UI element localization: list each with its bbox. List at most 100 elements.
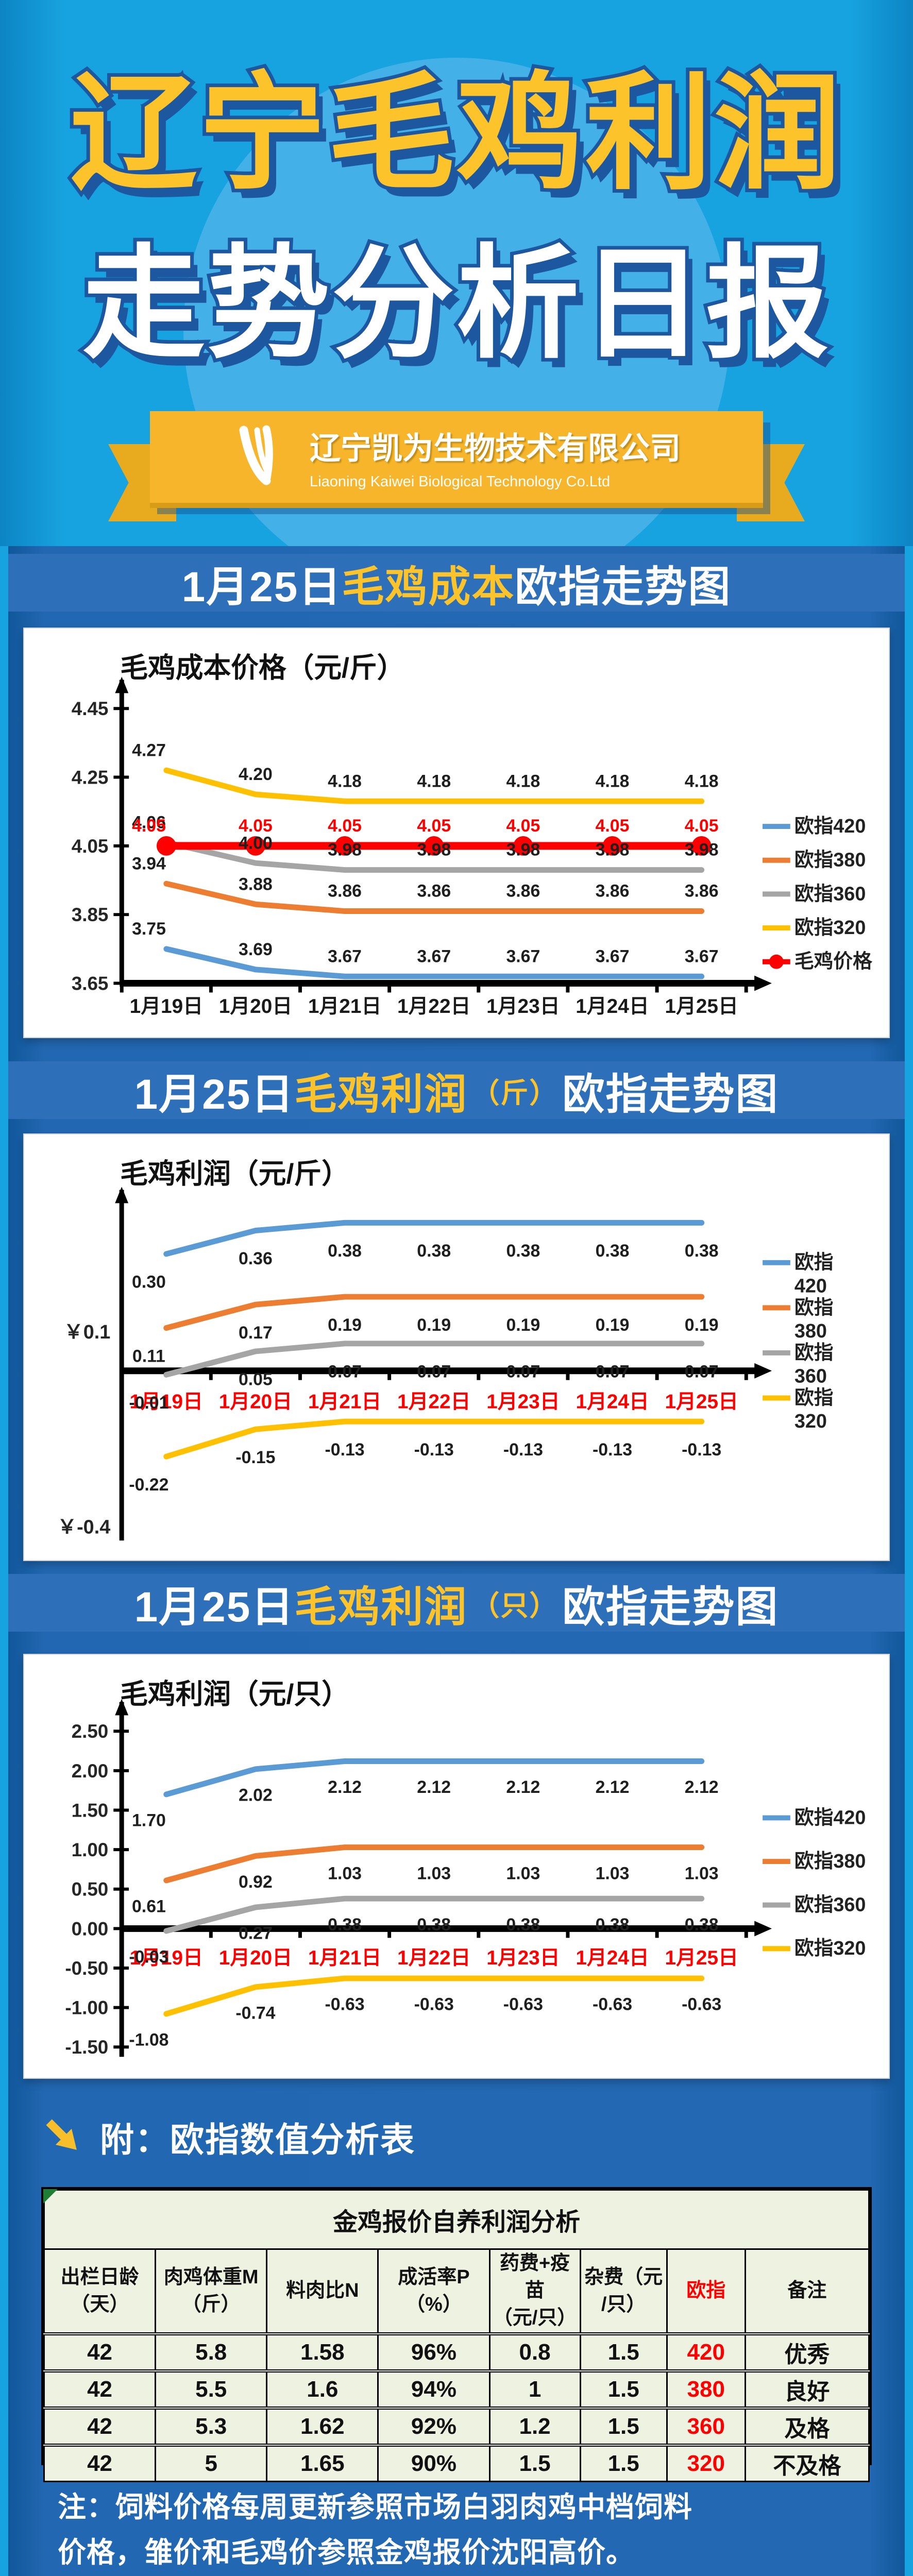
legend-label: 欧指320 [794,1938,866,1959]
section-highlight: 毛鸡利润 [294,1583,468,1631]
data-label: 2.12 [417,1777,451,1797]
column-header: 料肉比N [266,2248,379,2335]
x-date-label: 1月24日 [576,1391,649,1413]
profit-table-wrap: 金鸡报价自养利润分析 出栏日龄 （天） 肉鸡体重M （斤） 料肉比N 成活率P （%）药… [41,2187,872,2482]
data-label: 4.05 [239,816,273,836]
y-axis-arrow [115,1699,129,1716]
y-axis-arrow [115,1187,129,1204]
table-cell: 92% [377,2406,491,2446]
data-label: 1.03 [685,1863,719,1883]
x-date-label: 1月20日 [219,1391,292,1413]
x-date-label: 1月19日 [130,1391,203,1413]
y-tick-label: 2.50 [72,1721,109,1742]
section-suffix: 欧指走势图 [562,1583,779,1631]
note-line: 价格，雏价和毛鸡价参照金鸡报价沈阳高价。 [58,2536,635,2568]
y-tick-label: 4.05 [72,836,109,857]
data-label: 4.05 [417,816,451,836]
table-cell: 1.58 [266,2332,379,2372]
profit-per-bird-chart-card: 毛鸡利润（元/只） 2.50 2.00 1.50 1.00 0.50 0.00 -0.50 -1… [23,1654,890,2079]
table-cell: 42 [43,2443,157,2482]
table-row: 42 5.5 1.6 94% 1 1.5 380 良好 [43,2369,870,2409]
table-row: 42 5.8 1.58 96% 0.8 1.5 420 优秀 [43,2332,870,2372]
section-prefix: 1月25日 [181,563,342,611]
series-marker [156,836,176,856]
series-line [163,880,705,914]
table-cell: 良好 [744,2369,870,2409]
data-label: -0.01 [129,1393,168,1413]
data-label: 0.92 [239,1872,273,1892]
y-axis-arrow [115,676,129,693]
data-label: 4.18 [596,771,630,791]
table-row: 42 5.3 1.62 92% 1.2 1.5 360 及格 [43,2406,870,2446]
table-cell: 1.5 [579,2406,668,2446]
y-tick-label: 4.45 [72,698,109,719]
data-label: 4.18 [328,771,362,791]
company-banner: 辽宁凯为生物技术有限公司 Liaoning Kaiwei Biological … [150,411,763,503]
data-label: 3.86 [596,882,630,901]
data-label: 0.38 [328,1915,362,1935]
table-header-row: 出栏日龄 （天） 肉鸡体重M （斤） 料肉比N 成活率P （%） 药费+疫苗 （元/只）… [43,2248,870,2335]
data-label: 0.07 [328,1362,362,1382]
y-axis-label: ￥-0.4 [57,1516,110,1538]
data-label: 0.38 [685,1241,719,1261]
data-label: 0.38 [417,1915,451,1935]
series-line [163,839,705,873]
table-cell: 94% [377,2369,491,2409]
table-cell: 1.62 [266,2406,379,2446]
data-label: 1.70 [132,1811,166,1831]
data-label: -0.13 [325,1440,364,1460]
legend-label: 360 [794,1366,827,1387]
legend-label: 欧指320 [794,917,866,939]
x-date-label: 1月24日 [576,995,649,1018]
section-prefix: 1月25日 [134,1071,295,1118]
data-label: 0.19 [506,1315,540,1335]
data-label: -0.22 [129,1475,168,1495]
data-label: 4.05 [685,816,719,836]
table-cell: 5.8 [155,2332,268,2372]
data-label: -0.03 [129,1947,168,1967]
y-axis-label: ￥0.1 [64,1321,110,1343]
series-marker [246,836,265,856]
data-label: 4.05 [132,816,166,836]
column-header: 成活率P （%） [377,2248,491,2335]
data-label: 2.02 [239,1786,273,1805]
data-label: 3.98 [328,840,362,860]
table-cell: 0.8 [488,2332,581,2372]
poster-title-line1: 辽宁毛鸡利润 [66,59,844,208]
data-label: 2.12 [506,1777,540,1797]
company-name-en: Liaoning Kaiwei Biological Technology Co… [310,473,611,490]
legend-label: 欧指380 [794,1851,866,1872]
data-label: -1.08 [129,2030,168,2050]
section-paren: （斤） [471,1077,559,1109]
data-label: -0.63 [682,1995,721,2014]
data-label: 0.07 [685,1362,719,1382]
series-line [163,1219,705,1257]
x-date-label: 1月23日 [486,1947,560,1969]
legend-label: 欧指 [794,1297,834,1318]
table-cell: 90% [377,2443,491,2482]
data-label: 3.67 [506,946,540,966]
y-tick-label: 0.00 [72,1918,109,1939]
data-label: 3.94 [132,854,166,873]
data-label: 0.27 [239,1924,273,1943]
appendix-arrow-icon [41,2114,84,2160]
column-header: 欧指 [666,2248,746,2335]
table-cell: 1.65 [266,2443,379,2482]
table-cell: 及格 [744,2406,870,2446]
note-line: 注：饲料价格每周更新参照市场白羽肉鸡中档饲料 [58,2491,693,2523]
series-line [163,1975,705,2017]
series-line [163,1895,705,1934]
series-line [163,1844,705,1884]
legend-label: 380 [794,1320,827,1342]
data-label: 4.06 [132,812,166,832]
data-label: -0.15 [235,1448,275,1467]
data-label: 0.36 [239,1249,273,1268]
x-date-label: 1月21日 [308,1391,381,1413]
x-axis-arrow [754,975,772,991]
data-label: 0.38 [417,1241,451,1261]
cost-chart-card: 毛鸡成本价格（元/斤） 4.45 4.25 4.05 3.85 3.65 1月19日 1月20… [23,628,890,1038]
data-label: 0.11 [132,1346,165,1366]
data-label: 4.20 [239,765,273,784]
table-cell: 5 [155,2443,268,2482]
